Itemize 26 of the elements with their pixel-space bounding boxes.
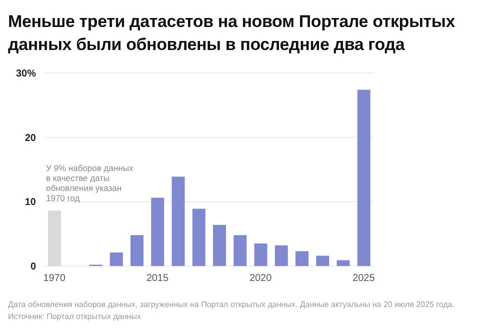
- chart-title: Меньше трети датасетов на новом Портале открытых данных были обновлены в последние два года: [8, 11, 456, 56]
- bar: [234, 235, 247, 266]
- x-tick-label: 1970: [43, 273, 66, 284]
- text: Источник: Портал открытых данных: [8, 311, 142, 323]
- y-tick-label: 20: [24, 132, 36, 144]
- y-tick-label: 30%: [16, 68, 36, 80]
- bar: [274, 245, 288, 266]
- annotation: У 9% наборов данных в качестве даты обновления указан 1970 год: [46, 163, 134, 203]
- bar: [336, 260, 350, 266]
- x-tick-label: 2025: [352, 273, 376, 284]
- x-tick-label: 2020: [249, 273, 272, 284]
- bar: [110, 252, 123, 266]
- y-tick-label: 0: [30, 262, 36, 273]
- bar: [296, 251, 308, 266]
- bar: [172, 176, 185, 266]
- bar: [254, 243, 268, 266]
- bar: [151, 198, 164, 266]
- bar: [213, 224, 226, 266]
- y-tick-label: 10: [24, 197, 36, 208]
- bar: [357, 90, 370, 266]
- x-tick-label: 2015: [146, 273, 169, 284]
- bar: [48, 210, 61, 266]
- bar: [316, 256, 330, 266]
- text: Дата обновления наборов данных, загруженных на Портал открытых данных. Данные актуальны на 20 июля 2025 года.: [8, 299, 456, 311]
- bar: [192, 208, 206, 266]
- bar: [130, 235, 144, 266]
